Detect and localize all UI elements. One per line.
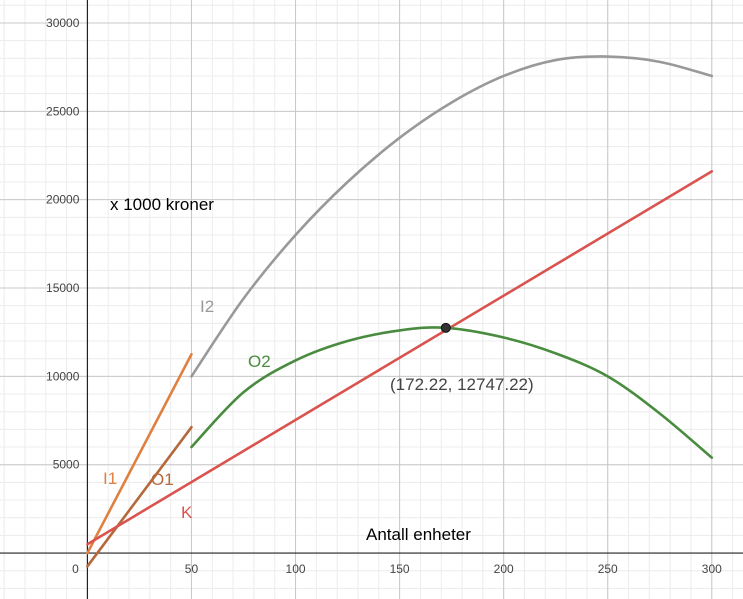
- y-tick-label: 20000: [46, 193, 80, 207]
- y-tick-label: 10000: [46, 369, 80, 383]
- x-tick-label: 300: [702, 562, 722, 576]
- series-group: [86, 55, 714, 568]
- series-label-i1: I1: [103, 469, 117, 488]
- x-tick-label: 50: [185, 562, 199, 576]
- x-tick-label: 250: [598, 562, 618, 576]
- y-tick-label: 15000: [46, 281, 80, 295]
- series-label-o1: O1: [151, 470, 174, 489]
- y-axis-title: x 1000 kroner: [110, 195, 214, 214]
- series-label-i2: I2: [200, 297, 214, 316]
- x-tick-label: 150: [390, 562, 410, 576]
- x-tick-label: 100: [286, 562, 306, 576]
- tick-labels: 0 50 100 150 200 250 300 5000 10000 15000 20000 250…: [46, 16, 722, 576]
- x-axis-title: Antall enheter: [366, 525, 471, 544]
- series-line-o1: [86, 425, 193, 568]
- series-labels: I1 O1 K I2 O2: [103, 297, 271, 522]
- intersection-point: [440, 322, 451, 333]
- x-tick-label: 0: [72, 562, 79, 576]
- x-tick-label: 200: [494, 562, 514, 576]
- series-label-o2: O2: [248, 352, 271, 371]
- series-line-i1: [86, 352, 193, 555]
- intersection-annotation: (172.22, 12747.22): [390, 375, 534, 394]
- y-tick-label: 30000: [46, 16, 80, 30]
- y-tick-label: 25000: [46, 104, 80, 118]
- series-line-k: [86, 170, 714, 546]
- y-tick-label: 5000: [53, 458, 80, 472]
- series-label-k: K: [181, 503, 193, 522]
- series-line-i2: [190, 55, 714, 378]
